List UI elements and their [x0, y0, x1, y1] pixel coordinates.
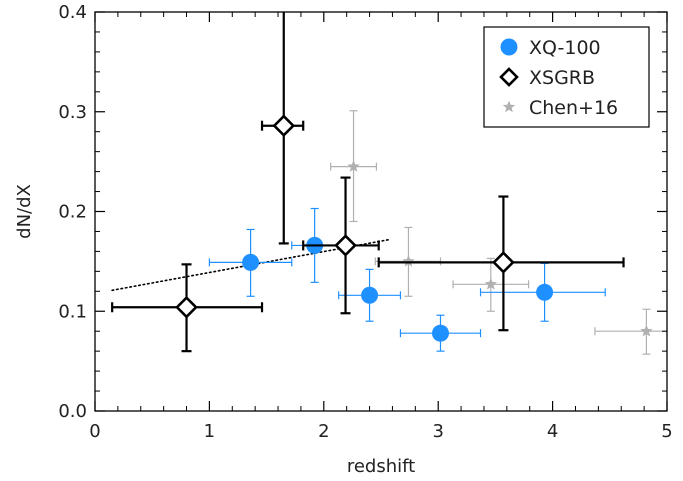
y-tick-label: 0.2 — [58, 202, 87, 223]
data-point — [492, 251, 515, 274]
x-tick-label: 4 — [547, 421, 558, 442]
y-tick-label: 0.4 — [58, 2, 87, 23]
data-point — [334, 234, 357, 257]
data-point — [175, 295, 198, 319]
x-tick-label: 1 — [204, 421, 215, 442]
x-tick-label: 3 — [432, 421, 443, 442]
data-point — [347, 160, 360, 172]
legend-label: XSGRB — [529, 67, 595, 89]
y-tick-label: 0.1 — [58, 301, 87, 322]
x-tick-label: 5 — [661, 421, 672, 442]
legend-label: Chen+16 — [529, 97, 618, 119]
y-tick-label: 0.3 — [58, 102, 87, 123]
data-point — [484, 277, 498, 290]
legend-marker-diamond — [499, 67, 519, 87]
error-bar — [594, 308, 667, 355]
series-chen-16 — [330, 110, 667, 355]
legend-marker-star — [502, 100, 516, 113]
x-axis-label: redshift — [347, 456, 415, 477]
data-point — [242, 253, 260, 271]
data-point — [272, 114, 296, 138]
x-tick-label: 0 — [89, 421, 100, 442]
y-tick-label: 0.0 — [58, 401, 87, 422]
plot-area — [111, 12, 667, 355]
data-point — [536, 283, 554, 301]
series-xsgrb — [111, 12, 625, 353]
data-point — [402, 254, 415, 267]
axes: 0 1 2 3 4 5 0.0 0.1 0.2 0.3 0.4 redshift dN/dX — [14, 2, 673, 477]
legend: XQ-100 XSGRB Chen+16 — [483, 26, 650, 128]
data-point — [361, 286, 379, 304]
data-point — [431, 324, 449, 342]
legend-label: XQ-100 — [529, 37, 601, 59]
x-tick-label: 2 — [318, 421, 329, 442]
y-axis-label: dN/dX — [14, 184, 35, 239]
data-point — [640, 324, 653, 337]
series-xq-100 — [208, 207, 606, 352]
legend-marker-circle — [500, 38, 518, 56]
